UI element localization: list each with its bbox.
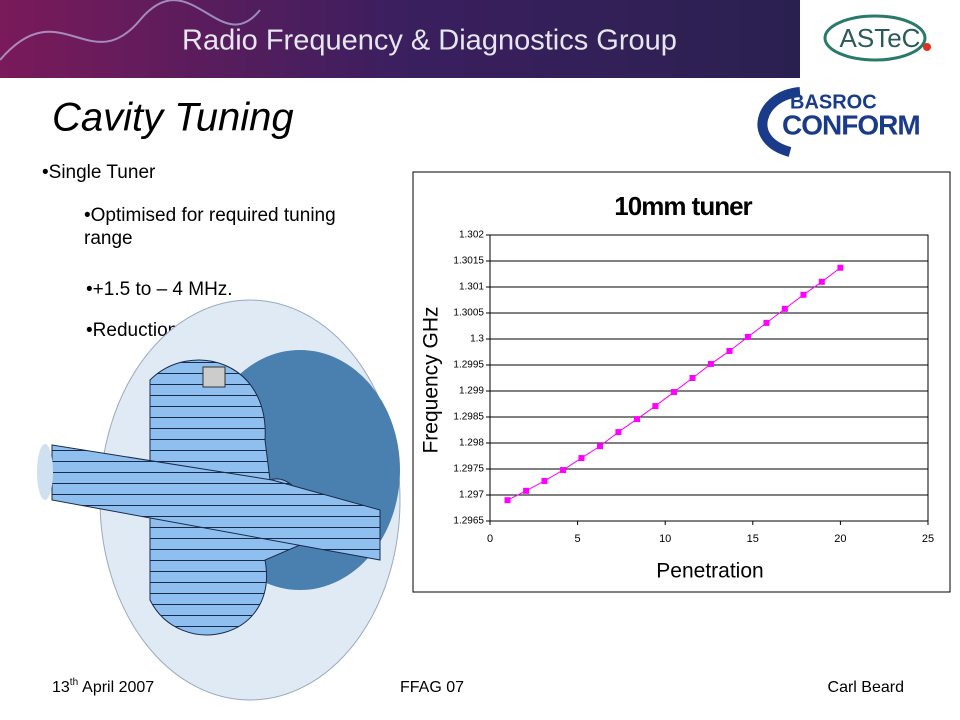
header-banner: [0, 0, 800, 78]
point: [504, 497, 511, 504]
y-tick-label: 1.301: [459, 282, 484, 293]
point: [541, 477, 548, 484]
point: [800, 291, 807, 298]
x-tick-label: 15: [747, 533, 759, 545]
tuner: [202, 366, 226, 388]
x-tick-label: 5: [575, 533, 581, 545]
point: [689, 375, 696, 381]
bullet: •+1.5 to – 4 MHz.: [86, 279, 233, 300]
astec-dot: [923, 43, 931, 51]
point: [781, 305, 788, 312]
header-wave: [0, 0, 261, 61]
point: [615, 429, 622, 436]
bullet-text: Optimised for required tuning range: [84, 205, 336, 249]
plot: 1.2965 1.297 1.2975 1.298 1.2985 1.299 1.2995 1…: [453, 230, 934, 545]
point: [707, 360, 714, 367]
header-title: Radio Frequency & Diagnostics Group: [182, 25, 677, 57]
point: [523, 487, 530, 494]
astec-ring: [823, 14, 927, 62]
bullet: •Single Tuner: [42, 162, 156, 183]
footer-author: Carl Beard: [828, 679, 904, 696]
plot-area: [489, 234, 929, 522]
x-tick-label: 20: [834, 533, 846, 545]
logo-bottom: CONFORM: [782, 109, 920, 140]
x-tick-label: 0: [487, 533, 493, 545]
y-tick-label: 1.299: [459, 386, 484, 397]
point: [597, 443, 604, 450]
point: [670, 389, 677, 396]
x-tick-label: 10: [659, 533, 671, 545]
footer-event: FFAG 07: [400, 679, 464, 696]
cavity-illustration: [37, 299, 401, 701]
bullet-wrap: •Optimised for required tuning range: [84, 205, 336, 249]
y-tick-label: 1.3015: [453, 256, 484, 267]
y-tick-label: 1.2985: [453, 412, 484, 423]
slide-title: Cavity Tuning: [52, 96, 294, 140]
y-tick-label: 1.298: [459, 438, 484, 449]
point: [633, 416, 640, 423]
pipe-end: [37, 444, 53, 500]
point: [578, 455, 585, 462]
point: [726, 347, 733, 354]
beam-pipe: [51, 444, 381, 561]
point: [560, 467, 567, 474]
y-tick-label: 1.297: [459, 490, 484, 501]
y-tick-label: 1.2995: [453, 360, 484, 371]
chart-frame: [412, 171, 951, 593]
point: [818, 278, 825, 285]
y-tick-label: 1.302: [459, 230, 484, 241]
astec-logo: ASTeC: [840, 23, 921, 53]
y-tick-label: 1.3: [470, 334, 484, 345]
footer-date: 13th April 2007: [52, 677, 154, 697]
chart-title: 10mm tuner: [614, 191, 752, 221]
y-axis-label: Frequency GHz: [420, 306, 443, 453]
x-tick-label: 25: [922, 533, 934, 545]
point: [763, 319, 770, 326]
point: [652, 403, 659, 410]
point: [837, 264, 844, 271]
y-tick-label: 1.2965: [453, 516, 484, 527]
bullet: •Optimised for required tuning range: [84, 205, 336, 249]
y-tick-label: 1.2975: [453, 464, 484, 475]
x-axis-label: Penetration: [656, 560, 763, 583]
conform-arc: [757, 87, 801, 157]
y-tick-label: 1.3005: [453, 308, 484, 319]
logo-top: BASROC: [790, 91, 877, 113]
point: [744, 333, 751, 340]
astec-box: [800, 0, 960, 78]
